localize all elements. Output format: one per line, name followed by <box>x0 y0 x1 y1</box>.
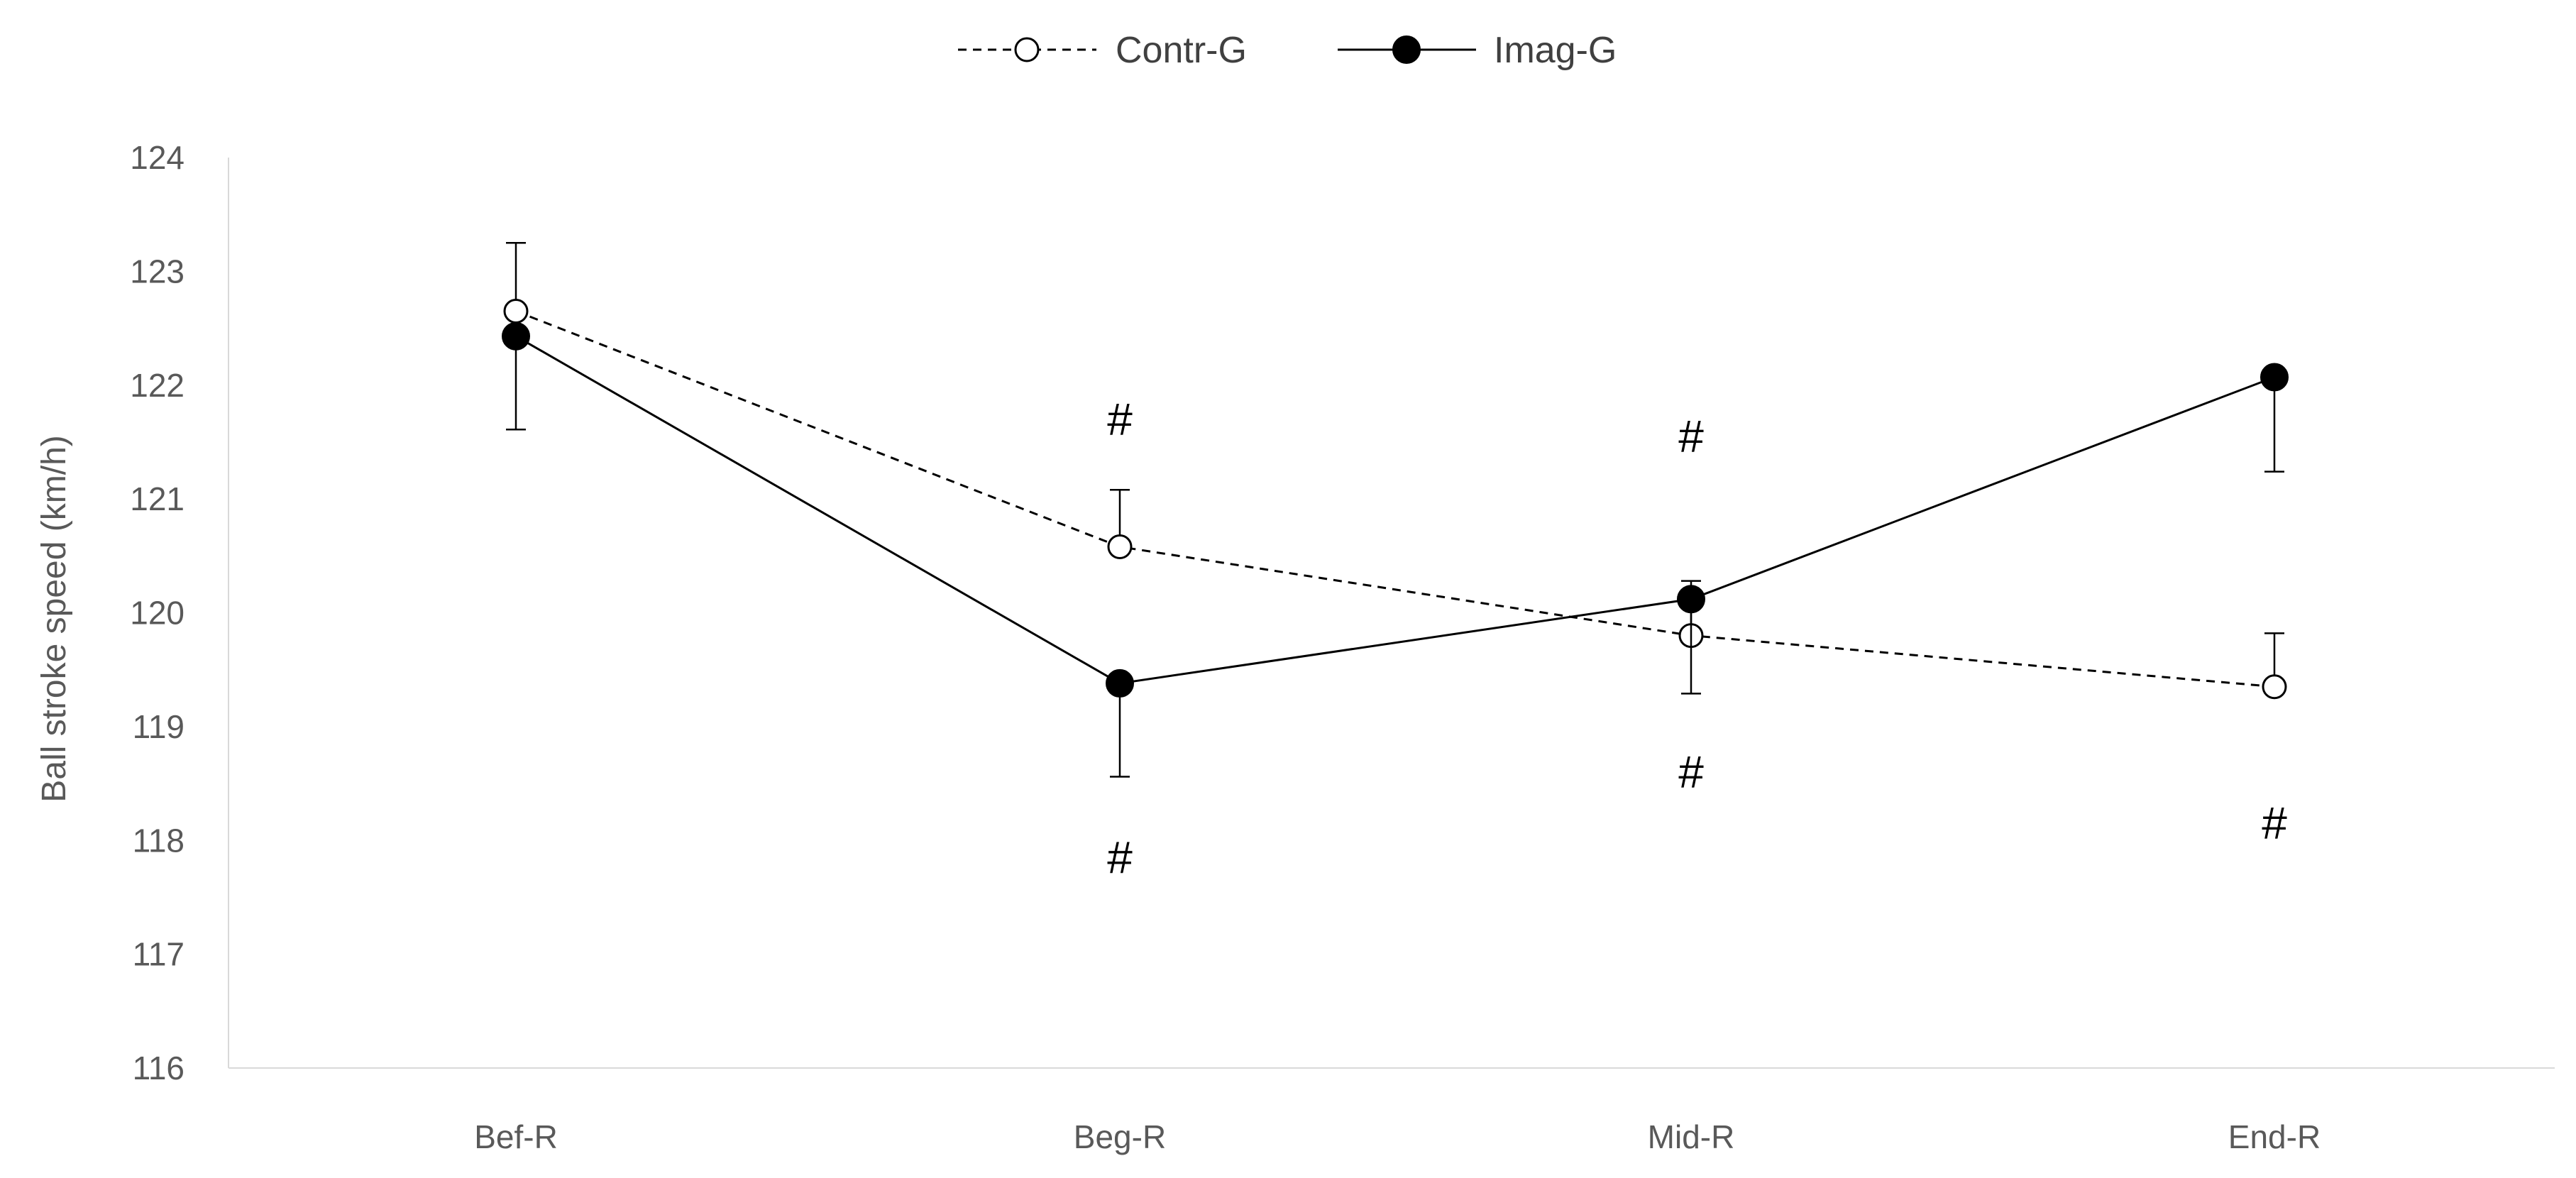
legend-marker-contr-g <box>1014 37 1040 62</box>
x-tick-label: Mid-R <box>1648 1118 1735 1155</box>
y-tick-label: 119 <box>133 708 185 745</box>
y-axis: 116 117 118 119 120 121 122 123 124 <box>130 139 229 1086</box>
data-point <box>502 321 530 351</box>
significance-marker: # <box>1107 394 1133 445</box>
series-line <box>515 310 2275 688</box>
data-point <box>1106 668 1134 698</box>
data-point <box>2262 674 2287 700</box>
series-imag-g <box>502 321 2289 778</box>
y-tick-label: 118 <box>133 822 185 859</box>
y-tick-label: 123 <box>130 253 185 290</box>
y-tick-label: 122 <box>130 367 185 404</box>
x-tick-label: End-R <box>2228 1118 2321 1155</box>
series-layer <box>502 242 2289 778</box>
significance-marker: # <box>1107 832 1133 883</box>
significance-marker: # <box>1678 747 1704 798</box>
y-tick-label: 116 <box>133 1050 185 1086</box>
x-axis: Bef-R Beg-R Mid-R End-R <box>229 1067 2555 1155</box>
x-tick-label: Beg-R <box>1074 1118 1166 1155</box>
significance-marker: # <box>1678 411 1704 462</box>
legend: Contr-G Imag-G <box>958 30 1617 71</box>
y-tick-label: 120 <box>130 595 185 632</box>
y-axis-title: Ball stroke speed (km/h) <box>35 435 73 803</box>
legend-label-contr-g: Contr-G <box>1116 30 1247 71</box>
significance-marker: # <box>2262 798 2287 849</box>
data-point <box>2260 363 2289 392</box>
y-tick-label: 124 <box>130 139 185 176</box>
legend-label-imag-g: Imag-G <box>1494 30 1617 71</box>
data-point <box>1677 585 1705 614</box>
y-tick-label: 121 <box>130 480 185 517</box>
y-tick-label: 117 <box>133 936 185 973</box>
series-contr-g <box>503 242 2287 700</box>
series-line <box>515 335 2275 685</box>
x-tick-label: Bef-R <box>474 1118 558 1155</box>
data-point <box>1107 534 1133 559</box>
annotation-layer: # # # # # <box>1107 394 2287 883</box>
data-point <box>503 299 529 324</box>
legend-marker-imag-g <box>1392 35 1421 64</box>
